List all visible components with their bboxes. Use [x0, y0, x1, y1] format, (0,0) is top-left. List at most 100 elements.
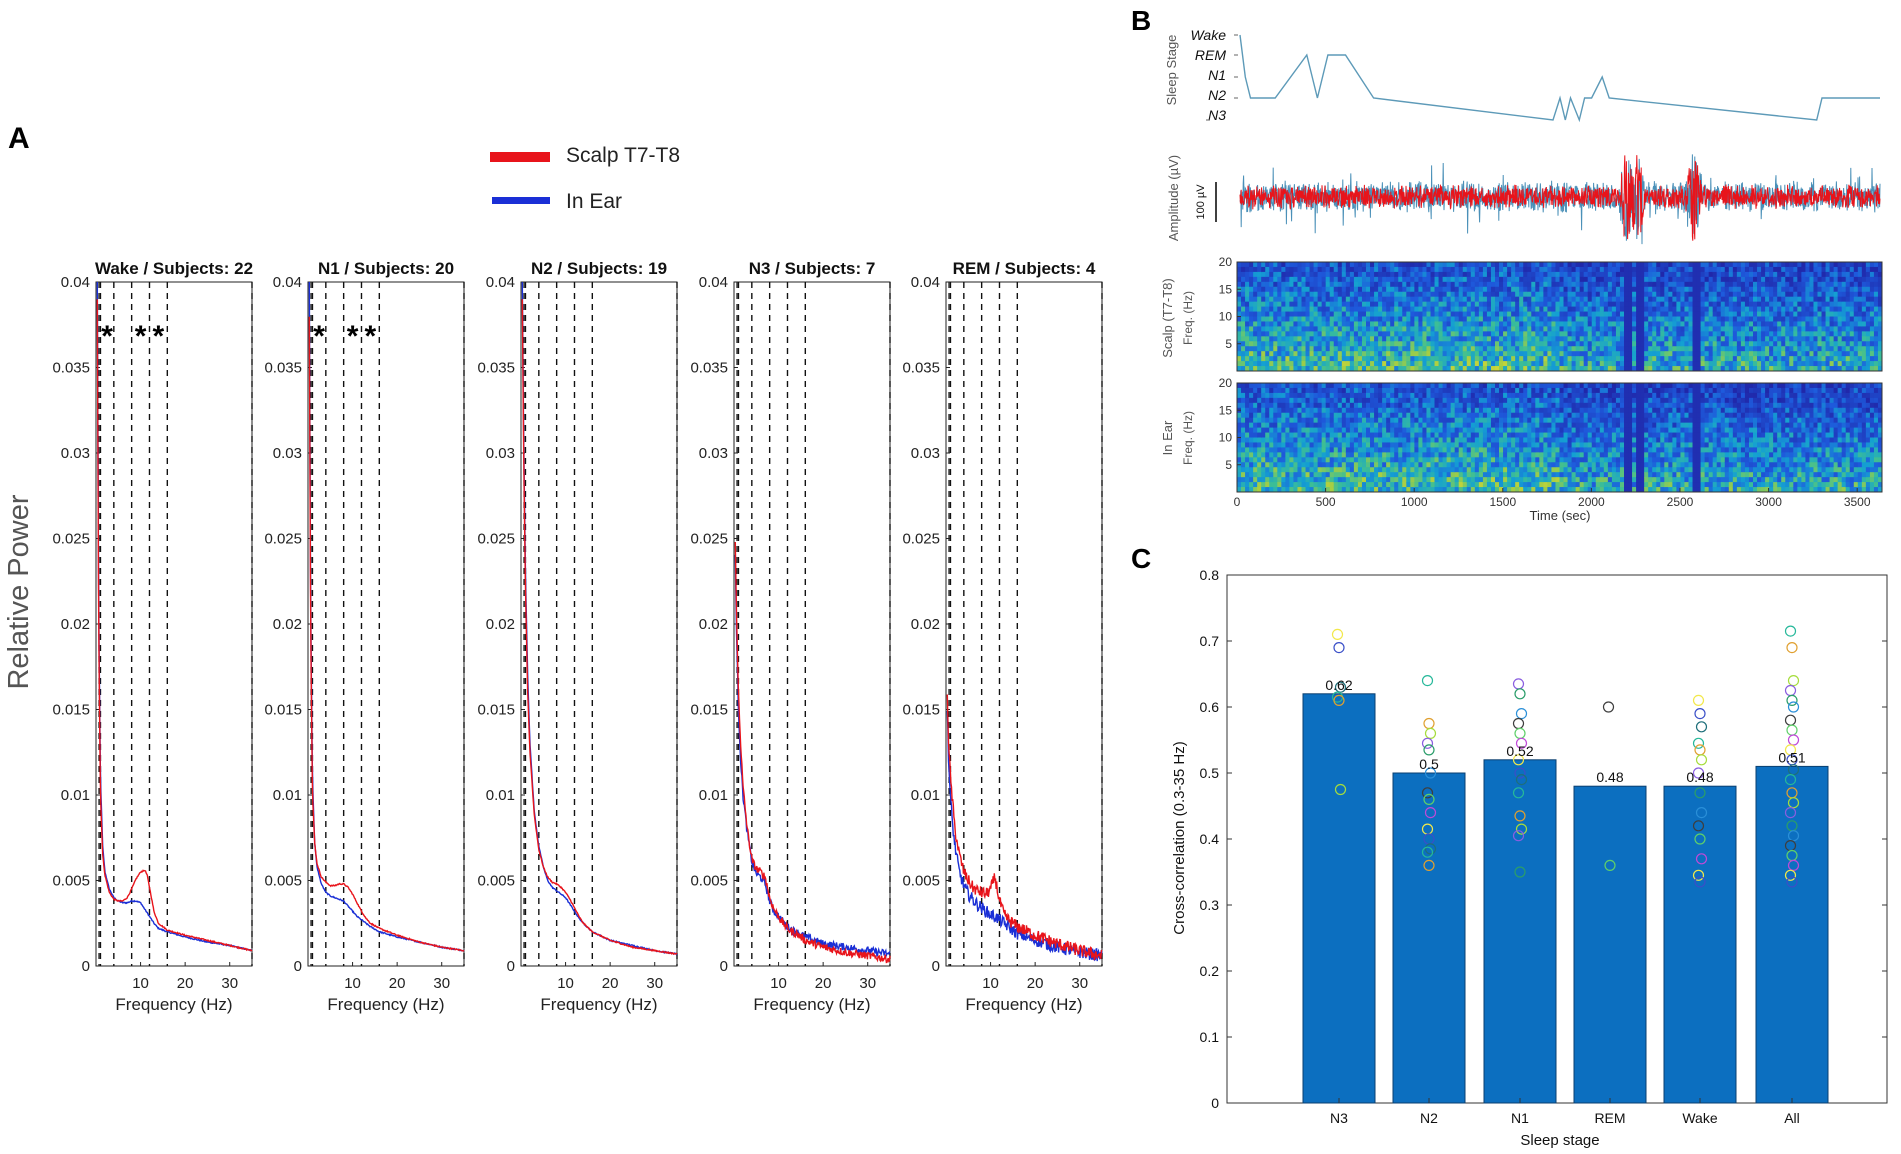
spectrogram-cell — [1482, 361, 1488, 367]
spectrogram-cell — [1813, 266, 1819, 273]
spectrogram-cell — [1297, 316, 1303, 323]
spectrogram-cell — [1728, 366, 1734, 371]
spectrogram-cell — [1406, 402, 1411, 409]
significance-star-wake-0: * — [101, 320, 113, 353]
spectrogram-cell — [1720, 281, 1726, 288]
spectrogram-cell — [1801, 266, 1807, 273]
spectrogram-cell — [1438, 341, 1444, 347]
spectrogram-cell — [1366, 281, 1371, 288]
spectrogram-cell — [1345, 452, 1351, 458]
spectrogram-cell — [1615, 351, 1621, 357]
spectrogram-cell — [1841, 306, 1847, 313]
spectrogram-cell — [1757, 331, 1762, 337]
spectrogram-cell — [1563, 356, 1569, 362]
spectrogram-cell — [1438, 422, 1444, 429]
spectrogram-cell — [1426, 487, 1432, 492]
spectrogram-cell — [1656, 301, 1661, 308]
spectrogram-cell — [1535, 311, 1540, 318]
spectrogram-cell — [1599, 346, 1605, 352]
spectrogram-cell — [1624, 346, 1629, 352]
spectrogram-cell — [1454, 397, 1460, 404]
spectrogram-cell — [1402, 321, 1407, 327]
spectrogram-cell — [1366, 341, 1371, 347]
spectrogram-cell — [1446, 457, 1452, 463]
spectrogram-cell — [1337, 341, 1343, 347]
spectrogram-cell — [1507, 301, 1512, 308]
spectrogram-cell — [1289, 462, 1295, 468]
spectrogram-cell — [1438, 417, 1444, 424]
spectrogram-cell — [1801, 341, 1807, 347]
spectrogram-cell — [1341, 472, 1347, 478]
spectrogram-cell — [1680, 326, 1686, 332]
spectrogram-cell — [1378, 437, 1383, 444]
spectrogram-cell — [1277, 336, 1282, 342]
spectrogram-cell — [1773, 321, 1778, 327]
spectrogram-cell — [1277, 301, 1282, 308]
spectrogram-cell — [1539, 351, 1544, 357]
spectrogram-cell — [1321, 457, 1327, 463]
spectrogram-cell — [1426, 392, 1432, 399]
spectrogram-cell — [1563, 336, 1569, 342]
spectrogram-cell — [1257, 306, 1262, 313]
spectrogram-cell — [1313, 462, 1319, 468]
spectrogram-cell — [1337, 392, 1343, 399]
spectrogram-cell — [1370, 452, 1375, 458]
spectrogram-cell — [1845, 306, 1851, 313]
spectrogram-cell — [1503, 306, 1508, 313]
spectrogram-cell — [1607, 331, 1613, 337]
spectrogram-cell — [1571, 296, 1577, 303]
spectrogram-cell — [1313, 351, 1319, 357]
spectrogram-cell — [1325, 346, 1331, 352]
spectrogram-cell — [1402, 351, 1407, 357]
spectrogram-cell — [1237, 306, 1242, 313]
spectrogram-cell — [1273, 356, 1278, 362]
spectrogram-cell — [1797, 351, 1802, 357]
spectrogram-cell — [1551, 286, 1557, 293]
spectrogram-cell — [1426, 346, 1432, 352]
spectrogram-cell — [1261, 467, 1266, 473]
spectrogram-cell — [1386, 311, 1391, 318]
spectrogram-cell — [1547, 271, 1553, 278]
spectrogram-cell — [1237, 366, 1242, 371]
spectrogram-cell — [1285, 472, 1291, 478]
spectrogram-cell — [1414, 462, 1420, 468]
spectrogram-cell — [1277, 462, 1282, 468]
spectrogram-cell — [1664, 291, 1669, 298]
spectrogram-cell — [1454, 271, 1460, 278]
spectrogram-cell — [1325, 452, 1331, 458]
spectrogram-cell — [1777, 266, 1782, 273]
spectrogram-cell — [1797, 276, 1802, 283]
spectrogram-cell — [1672, 296, 1678, 303]
spectrogram-cell — [1761, 341, 1766, 347]
spectrogram-cell — [1442, 286, 1448, 293]
spectrogram-cell — [1728, 266, 1734, 273]
spectrogram-cell — [1249, 392, 1254, 399]
spectrogram-cell — [1410, 487, 1415, 492]
spectrogram-cell — [1277, 311, 1282, 318]
spectrogram-cell — [1382, 422, 1387, 429]
spectrogram-cell — [1402, 437, 1407, 444]
spectrogram-cell — [1366, 402, 1371, 409]
spectrogram-cell — [1273, 336, 1278, 342]
spectrogram-cell — [1261, 341, 1266, 347]
spectrogram-cell — [1829, 331, 1835, 337]
spectrogram-cell — [1611, 356, 1617, 362]
spectrogram-cell — [1660, 326, 1665, 332]
spectrogram-cell — [1478, 296, 1484, 303]
spectrogram-cell — [1382, 276, 1387, 283]
spectrogram-cell — [1857, 291, 1863, 298]
spectrogram-cell — [1724, 311, 1730, 318]
spectrogram-cell — [1454, 427, 1460, 434]
spectrogram-cell — [1237, 262, 1242, 268]
spectrogram-cell — [1857, 271, 1863, 278]
spectrogram-cell — [1684, 366, 1690, 371]
spectrogram-cell — [1503, 316, 1508, 323]
ytick-label-n2-7: 0.035 — [477, 360, 515, 377]
spectrogram-cell — [1519, 361, 1524, 367]
spectrogram-cell — [1644, 341, 1649, 347]
ytick-label-n3-4: 0.02 — [699, 616, 728, 633]
spectrogram-cell — [1785, 326, 1790, 332]
spectrogram-cell — [1241, 387, 1246, 394]
spectrogram-cell — [1515, 331, 1520, 337]
spectrogram-cell — [1551, 301, 1557, 308]
